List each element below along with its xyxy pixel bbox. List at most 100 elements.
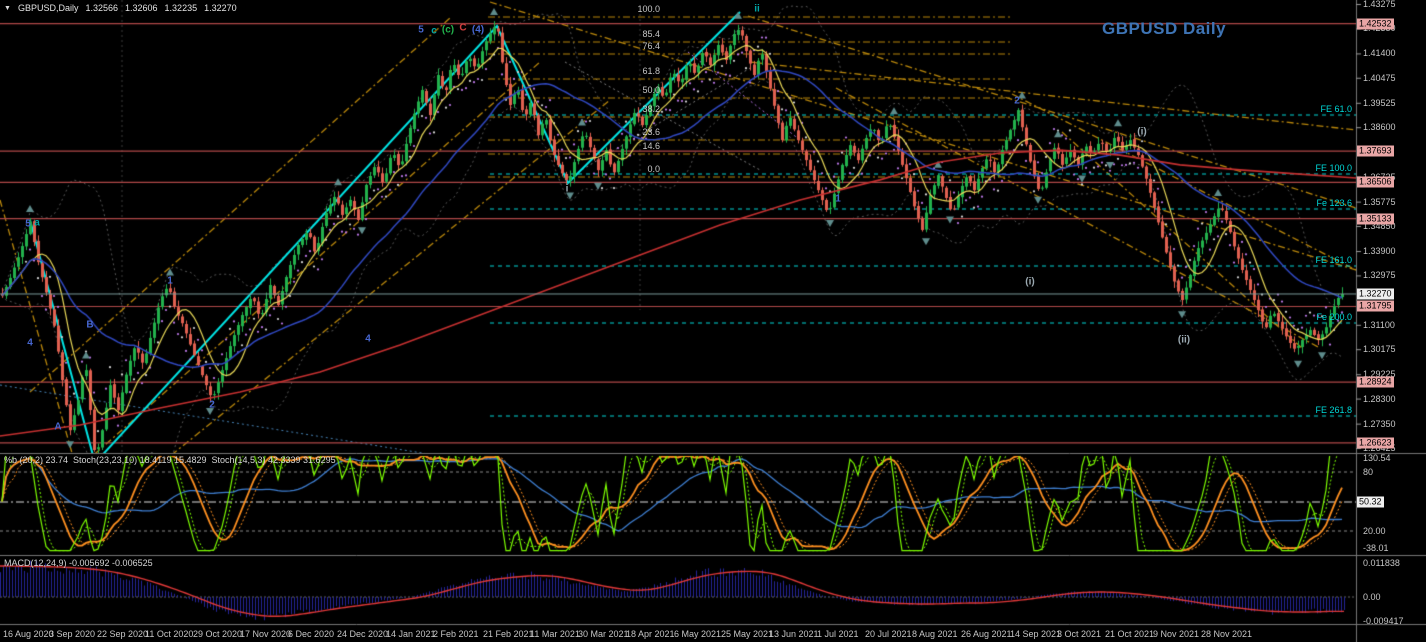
stoch-axis-label: 20.00: [1363, 526, 1386, 536]
date-label: 6 Dec 2020: [288, 629, 335, 639]
stoch-axis-label: 80: [1363, 467, 1374, 477]
symbol-period-label: GBPUSD,Daily: [17, 3, 79, 13]
elliott-wave-label: ii: [754, 3, 760, 15]
date-label: 18 Apr 2021: [626, 629, 675, 639]
price-axis-label: 1.31100: [1363, 319, 1395, 330]
price-tag: 1.37693: [1357, 145, 1394, 157]
elliott-wave-label: 4: [27, 337, 33, 349]
stoch-axis-label: 130.54: [1363, 453, 1391, 463]
date-label: 3 Sep 2020: [49, 629, 96, 639]
elliott-wave-label: (ii): [1177, 334, 1191, 346]
elliott-wave-label: B: [86, 319, 94, 331]
price-axis-label: 1.38600: [1363, 122, 1396, 133]
fib-retracement-label: 38.2: [642, 104, 660, 114]
date-label: 14 Jan 2021: [386, 629, 436, 639]
elliott-wave-label: a: [34, 217, 40, 229]
date-label: 29 Oct 2020: [193, 629, 243, 639]
price-axis-label: 1.35775: [1363, 196, 1396, 207]
date-label: 1 Jul 2021: [817, 629, 859, 639]
price-axis-label: 1.39525: [1363, 97, 1396, 108]
price-axis-label: 1.36725: [1363, 172, 1396, 182]
price-axis-label: 1.27350: [1363, 418, 1396, 429]
price-axis-label: 1.40475: [1363, 72, 1396, 83]
macd-axis-label: 0.011838: [1363, 558, 1400, 568]
date-label: 28 Nov 2021: [1201, 629, 1253, 639]
fib-retracement-label: 100.0: [637, 4, 660, 14]
elliott-wave-label: C: [459, 22, 467, 34]
macd-axis-label: 0.00: [1363, 592, 1381, 602]
elliott-wave-label: (i): [1025, 276, 1035, 288]
date-label: 6 May 2021: [674, 629, 722, 639]
fib-expansion-label: Fe 200.0: [1316, 312, 1352, 322]
date-label: 21 Feb 2021: [483, 629, 534, 639]
elliott-wave-label: (c): [441, 24, 455, 36]
elliott-wave-label: i: [565, 183, 569, 195]
fib-expansion-label: FE 61.0: [1320, 104, 1352, 114]
date-label: 2 Feb 2021: [433, 629, 479, 639]
date-label: 20 Jul 2021: [865, 629, 912, 639]
date-label: 9 Nov 2021: [1153, 629, 1200, 639]
ohlc-low: 1.32235: [164, 3, 198, 13]
elliott-wave-label: (4): [471, 24, 485, 36]
price-axis-label: 1.28300: [1363, 393, 1396, 404]
ohlc-high: 1.32606: [125, 3, 158, 13]
ohlc-open: 1.32566: [85, 3, 118, 13]
date-label: 14 Sep 2021: [1010, 629, 1062, 639]
fib-retracement-label: 50.0: [642, 85, 660, 95]
date-label: 22 Sep 2020: [97, 629, 149, 639]
fib-retracement-label: 14.6: [642, 141, 660, 151]
macd-axis-label: -0.009417: [1363, 616, 1404, 626]
price-tag: 1.42532: [1357, 18, 1394, 30]
elliott-wave-label: 4: [365, 333, 371, 345]
elliott-wave-label: 5: [418, 24, 424, 36]
price-tag: 1.31795: [1357, 300, 1394, 312]
fib-retracement-label: 76.4: [642, 41, 660, 51]
elliott-wave-label: (i): [1137, 126, 1147, 138]
chevron-down-icon[interactable]: ▼: [4, 4, 11, 12]
date-label: 24 Dec 2020: [337, 629, 389, 639]
price-tag: 1.36506: [1357, 176, 1394, 188]
price-axis-label: 1.43275: [1363, 0, 1396, 9]
price-axis-label: 1.41400: [1363, 48, 1396, 59]
elliott-wave-label: 2: [1014, 95, 1020, 107]
fib-expansion-label: Fe 123.6: [1316, 198, 1352, 208]
date-label: 21 Oct 2021: [1105, 629, 1155, 639]
date-label: 11 Mar 2021: [530, 629, 580, 639]
price-axis-label: 1.33900: [1363, 246, 1396, 257]
fib-retracement-label: 61.8: [642, 66, 660, 76]
price-tag: 1.32270: [1357, 288, 1394, 300]
price-axis-label: 1.30175: [1363, 344, 1396, 355]
elliott-wave-label: A: [54, 421, 62, 433]
elliott-wave-label: 5: [25, 218, 31, 230]
elliott-wave-label: 1: [835, 193, 841, 205]
fib-expansion-label: FE 161.0: [1315, 255, 1352, 265]
date-label: 16 Aug 2020: [3, 629, 54, 639]
price-axis-label: 1.32975: [1363, 270, 1396, 281]
macd-indicator-label: MACD(12,24,9) -0.005692 -0.006525: [4, 558, 153, 568]
fib-retracement-label: 23.6: [642, 127, 660, 137]
stoch-axis-label: -38.01: [1363, 543, 1389, 553]
price-tag: 1.35133: [1357, 213, 1394, 225]
price-axis-label: 1.34850: [1363, 221, 1396, 231]
price-tag: 1.28924: [1357, 376, 1394, 388]
fib-retracement-label: 0.0: [647, 164, 660, 174]
date-label: 13 Jun 2021: [769, 629, 819, 639]
stoch-current-tag: 50.32: [1357, 496, 1384, 508]
price-tag: 1.26623: [1357, 437, 1394, 449]
chart-info-bar: ▼ GBPUSD,Daily 1.32566 1.32606 1.32235 1…: [4, 3, 237, 13]
date-label: 17 Nov 2020: [240, 629, 292, 639]
elliott-wave-label: c: [431, 25, 437, 37]
fib-expansion-label: FE 261.8: [1315, 405, 1352, 415]
date-label: 30 Mar 2021: [578, 629, 629, 639]
date-label: 25 May 2021: [721, 629, 774, 639]
date-label: 11 Oct 2020: [145, 629, 194, 639]
fib-retracement-label: 85.4: [642, 29, 660, 39]
ohlc-close: 1.32270: [204, 3, 237, 13]
stochastic-indicator-label: %b (20,2) 23.74 Stoch(23,23,10) 18.4119 …: [4, 455, 336, 465]
watermark: GBPUSD Daily: [1102, 19, 1227, 38]
date-label: 26 Aug 2021: [961, 629, 1012, 639]
price-axis-label: 1.29225: [1363, 369, 1396, 380]
date-label: 8 Aug 2021: [912, 629, 958, 639]
date-label: 3 Oct 2021: [1057, 629, 1102, 639]
